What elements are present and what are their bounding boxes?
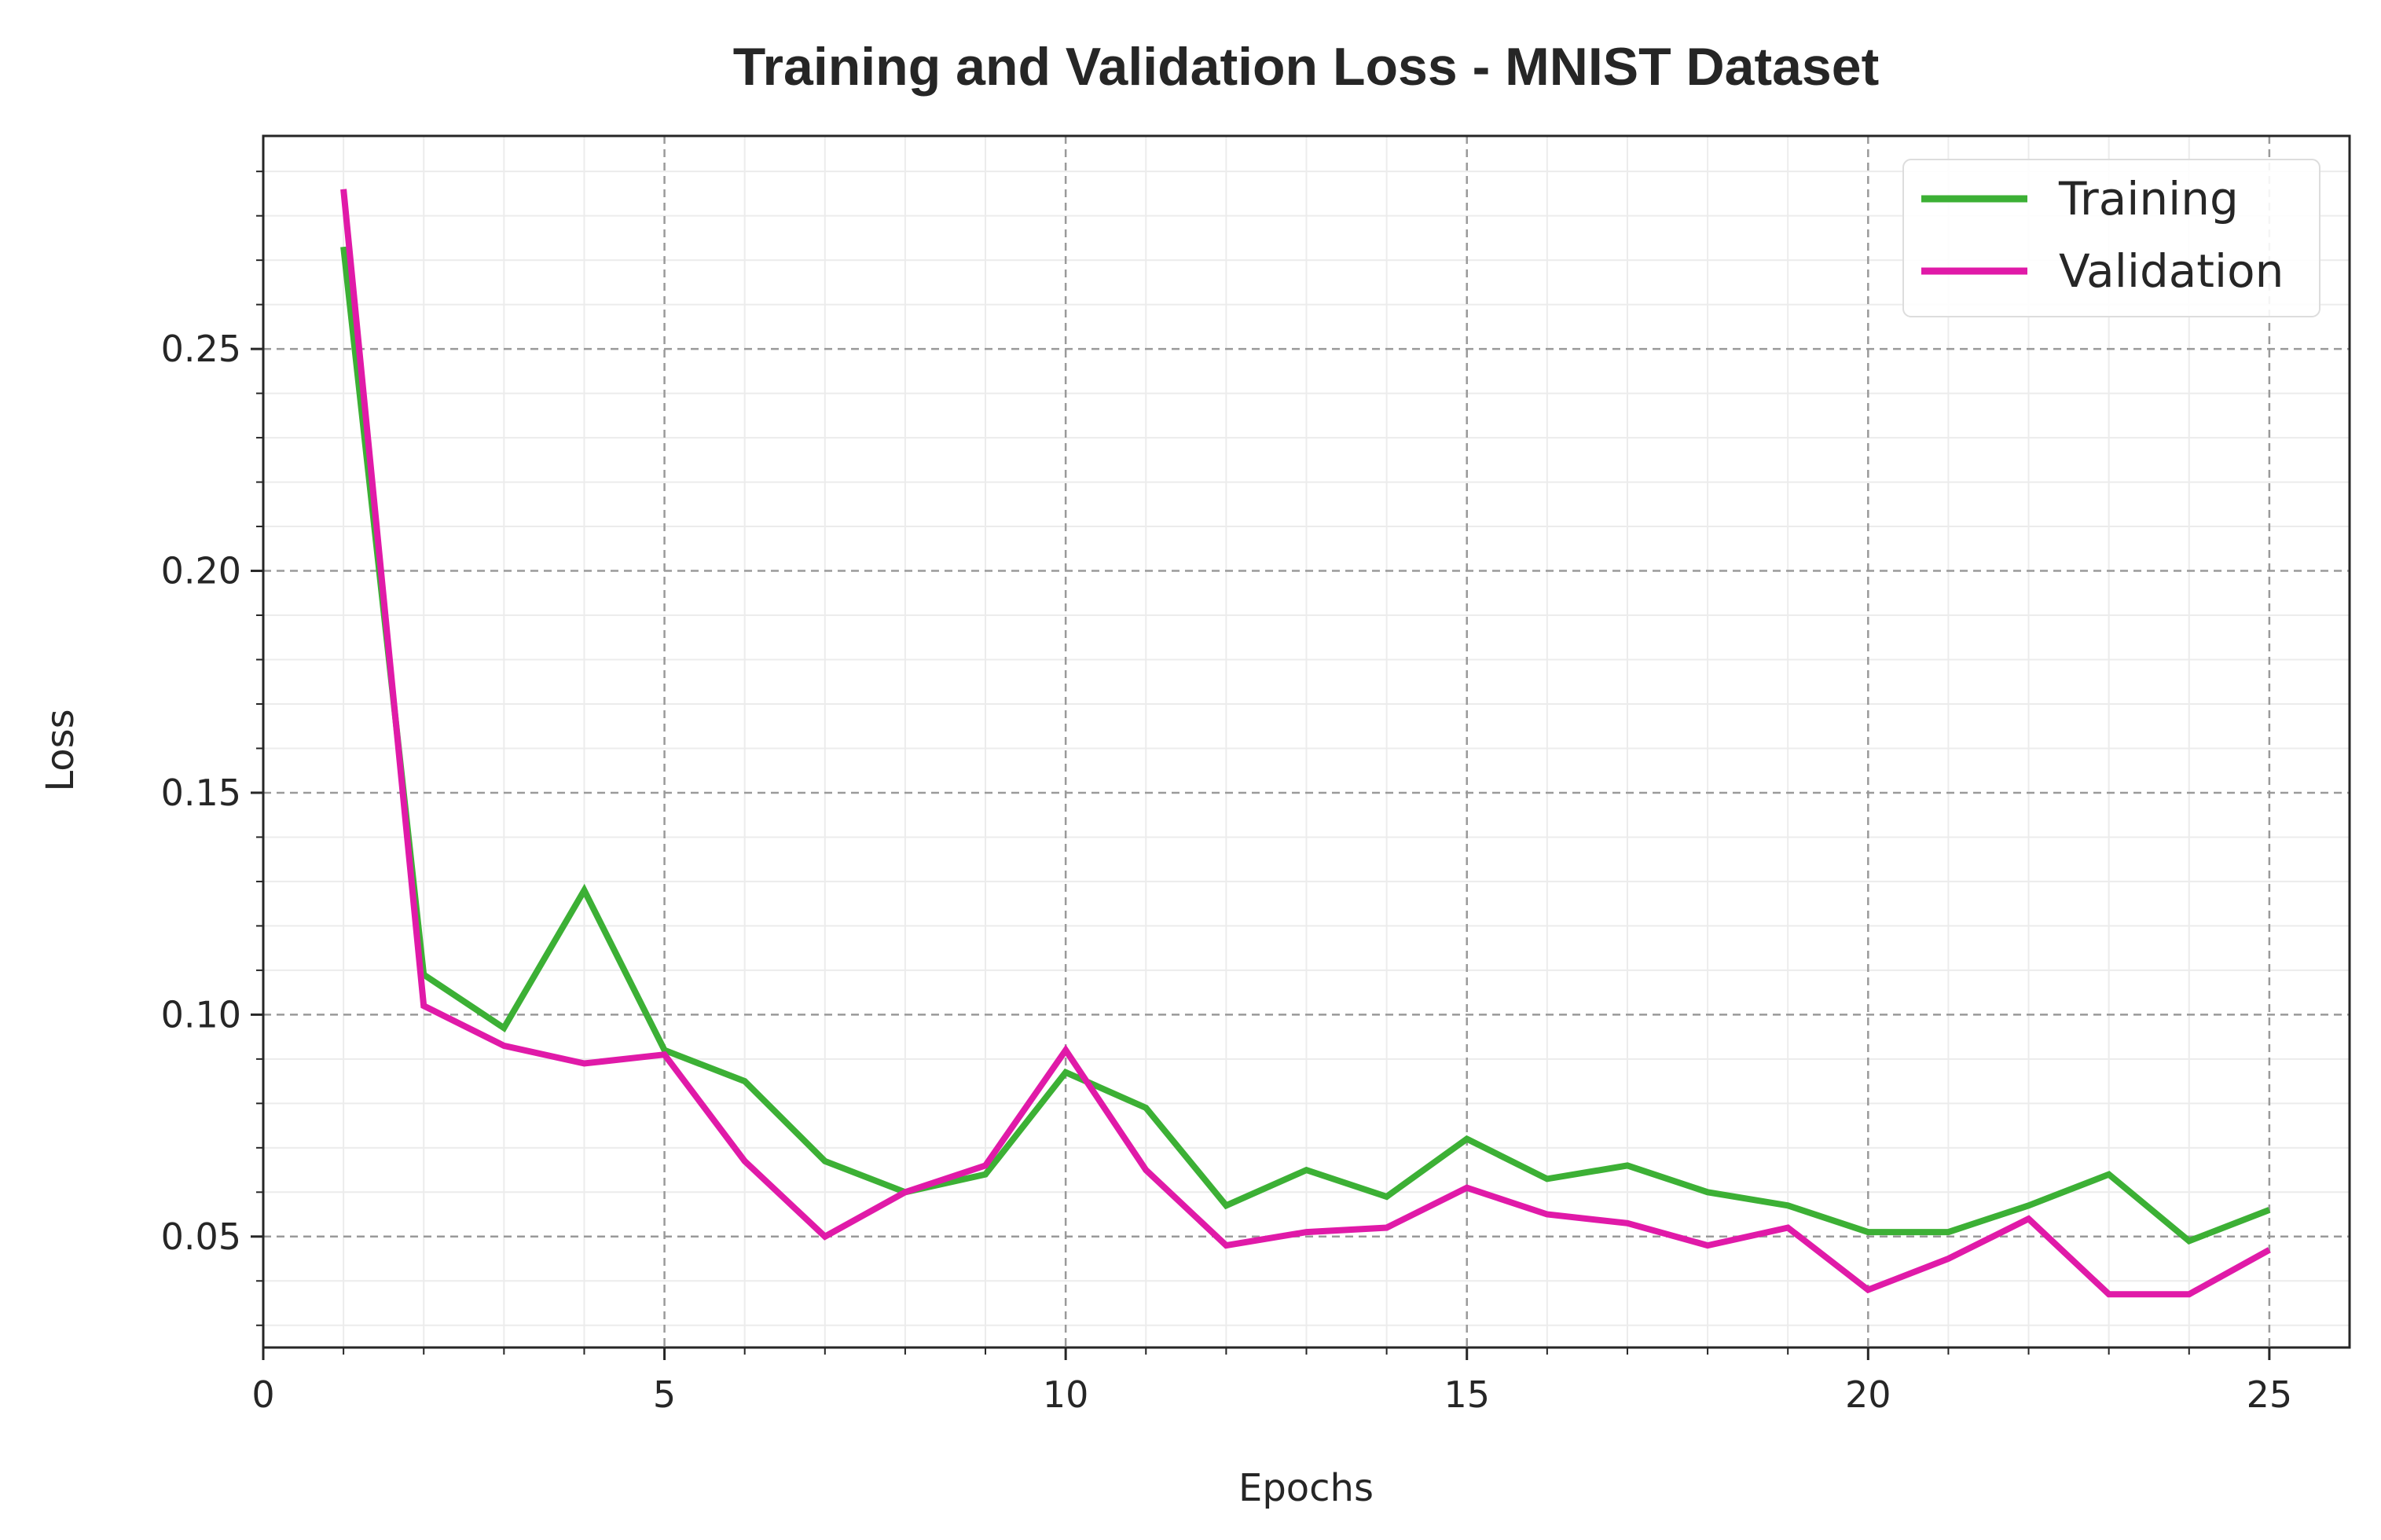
legend-label-training: Training <box>2058 172 2239 226</box>
series-line-training <box>340 246 2271 1245</box>
y-tick-label: 0.10 <box>161 993 241 1036</box>
legend-label-validation: Validation <box>2059 244 2284 298</box>
y-tick-label: 0.15 <box>161 772 241 814</box>
x-tick-label: 10 <box>1043 1373 1089 1416</box>
x-tick-label: 20 <box>1845 1373 1891 1416</box>
y-tick-label: 0.20 <box>161 550 241 592</box>
y-axis-label: Loss <box>39 709 83 791</box>
x-tick-label: 0 <box>251 1373 274 1416</box>
y-tick-label: 0.25 <box>161 328 241 370</box>
legend: Training Validation <box>1902 159 2320 317</box>
axis-ticks: 0 5 10 15 20 25 0.05 0.10 0.15 0.20 0.25 <box>161 170 2293 1416</box>
series-line-validation <box>340 189 2271 1298</box>
chart-title: Training and Validation Loss - MNIST Dat… <box>733 37 1879 97</box>
x-tick-label: 5 <box>653 1373 676 1416</box>
x-tick-label: 15 <box>1444 1373 1490 1416</box>
x-axis-label: Epochs <box>1238 1466 1374 1510</box>
series-layer <box>340 189 2271 1298</box>
y-tick-label: 0.05 <box>161 1216 241 1258</box>
x-tick-label: 25 <box>2247 1373 2293 1416</box>
